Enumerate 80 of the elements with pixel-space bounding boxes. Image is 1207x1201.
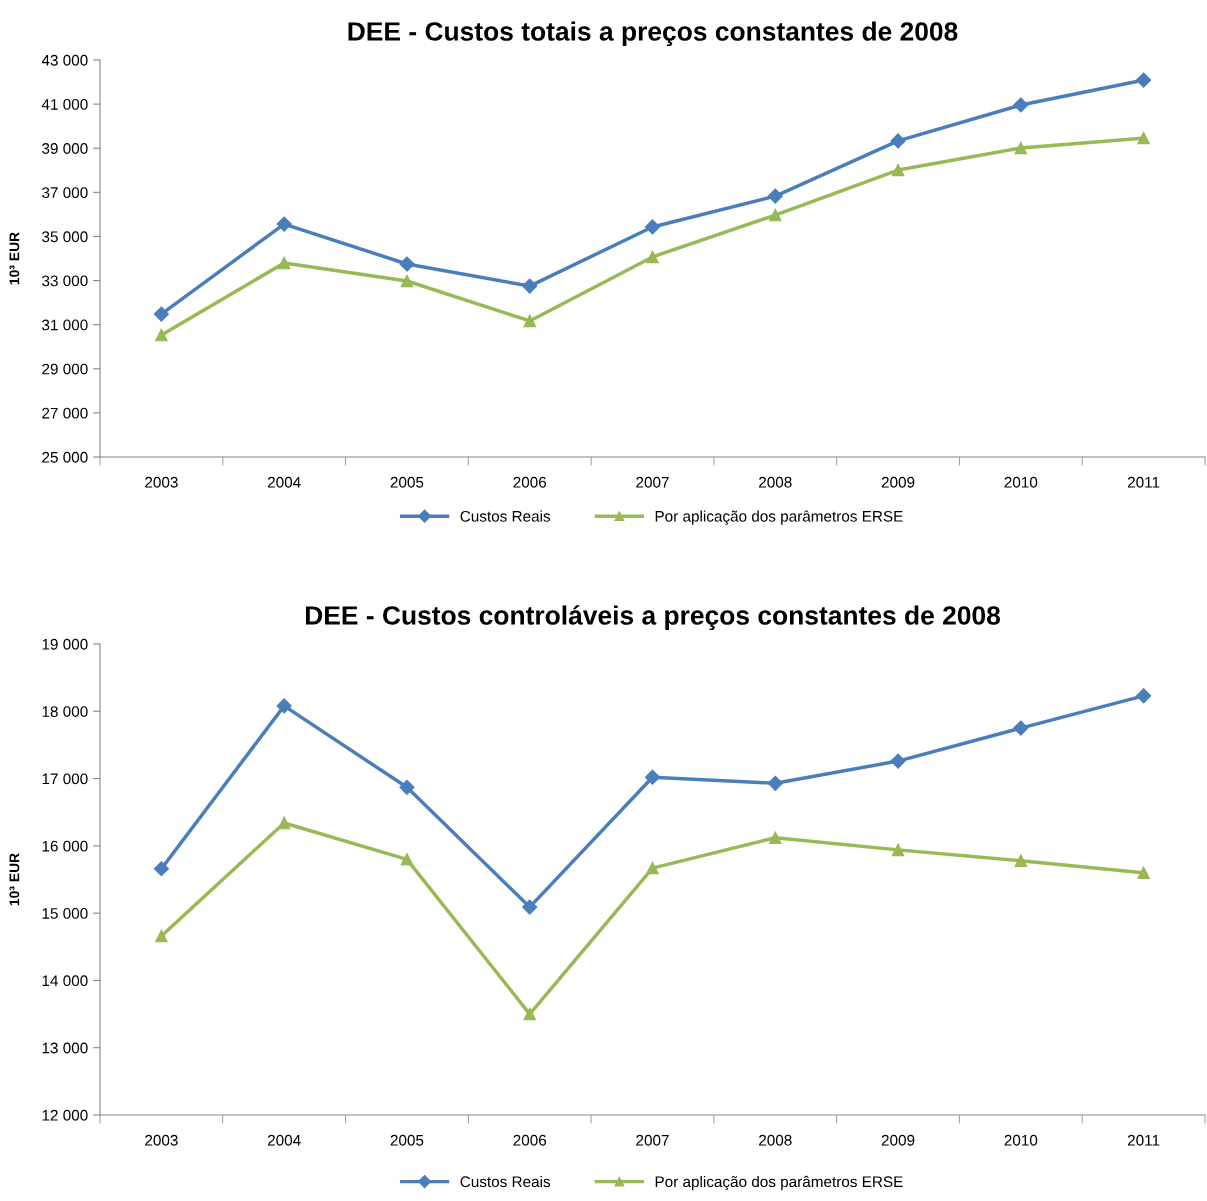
y-tick-label: 41 000 bbox=[41, 98, 88, 110]
y-tick-label: 35 000 bbox=[42, 231, 88, 243]
y-tick-label: 31 000 bbox=[42, 319, 88, 331]
y-tick-label: 29 000 bbox=[42, 363, 88, 375]
x-tick-label: 2004 bbox=[267, 476, 301, 488]
point bbox=[769, 831, 782, 845]
point bbox=[523, 1007, 536, 1021]
x-tick-label: 2007 bbox=[636, 476, 669, 488]
point bbox=[276, 698, 292, 714]
point bbox=[155, 328, 168, 342]
legend-label: Por aplicação dos parâmetros ERSE bbox=[655, 1175, 903, 1191]
legend-label: Por aplicação dos parâmetros ERSE bbox=[655, 510, 903, 525]
point bbox=[399, 256, 415, 272]
point bbox=[522, 278, 538, 294]
x-tick-label: 2005 bbox=[390, 476, 424, 488]
point bbox=[522, 899, 538, 915]
y-tick-label: 13 000 bbox=[42, 1042, 88, 1054]
x-tick-label: 2009 bbox=[881, 1134, 915, 1146]
chart-title: DEE - Custos totais a preços constantes de 2008 bbox=[348, 21, 958, 47]
x-tick-label: 2010 bbox=[1004, 476, 1038, 488]
y-tick-label: 39 000 bbox=[42, 143, 88, 154]
point bbox=[1014, 854, 1028, 867]
x-tick-label: 2003 bbox=[145, 1134, 178, 1146]
point bbox=[891, 163, 905, 177]
y-axis-title: 10³ EUR bbox=[9, 232, 20, 285]
point bbox=[277, 816, 291, 830]
y-tick-label: 16 000 bbox=[42, 840, 88, 852]
point bbox=[276, 216, 292, 232]
x-tick-label: 2011 bbox=[1127, 1134, 1160, 1146]
point bbox=[1137, 131, 1150, 145]
y-tick-label: 12 000 bbox=[42, 1109, 88, 1121]
point bbox=[646, 861, 659, 875]
x-tick-label: 2010 bbox=[1004, 1134, 1038, 1146]
point bbox=[1137, 866, 1150, 880]
point bbox=[767, 775, 783, 791]
point bbox=[767, 188, 783, 204]
x-tick-label: 2006 bbox=[513, 1134, 547, 1146]
y-tick-label: 33 000 bbox=[42, 275, 88, 287]
x-tick-label: 2007 bbox=[636, 1134, 669, 1146]
legend-label: Custos Reais bbox=[460, 510, 551, 522]
point bbox=[155, 929, 168, 943]
y-tick-label: 15 000 bbox=[42, 908, 88, 919]
legend-label: Custos Reais bbox=[460, 1175, 551, 1188]
point bbox=[277, 256, 291, 270]
point bbox=[153, 306, 169, 322]
x-tick-label: 2006 bbox=[513, 476, 547, 488]
point bbox=[1013, 97, 1029, 113]
point bbox=[1014, 141, 1028, 155]
y-tick-label: 14 000 bbox=[42, 975, 88, 987]
point bbox=[399, 779, 415, 795]
x-tick-label: 2008 bbox=[759, 476, 792, 488]
y-axis-title: 10³ EUR bbox=[9, 853, 20, 906]
y-tick-label: 19 000 bbox=[42, 638, 88, 650]
chart-title: DEE - Custos controláveis a preços constantes de 2008 bbox=[305, 605, 1001, 631]
point bbox=[644, 769, 661, 785]
y-tick-label: 43 000 bbox=[41, 54, 88, 66]
y-tick-label: 25 000 bbox=[42, 451, 88, 463]
point bbox=[890, 753, 906, 769]
point bbox=[153, 861, 169, 877]
x-tick-label: 2004 bbox=[267, 1134, 301, 1146]
point bbox=[644, 219, 661, 235]
point bbox=[646, 250, 659, 264]
point bbox=[891, 843, 905, 857]
y-tick-label: 18 000 bbox=[42, 706, 88, 717]
x-tick-label: 2008 bbox=[759, 1134, 792, 1146]
y-tick-label: 17 000 bbox=[42, 773, 88, 785]
point bbox=[769, 208, 782, 222]
y-tick-label: 27 000 bbox=[42, 407, 88, 419]
point bbox=[523, 314, 536, 328]
point bbox=[1136, 688, 1152, 704]
point bbox=[400, 853, 414, 866]
point bbox=[1136, 72, 1152, 88]
y-tick-label: 37 000 bbox=[42, 187, 88, 199]
x-tick-label: 2005 bbox=[390, 1134, 424, 1146]
point bbox=[1013, 720, 1029, 736]
x-tick-label: 2011 bbox=[1127, 476, 1160, 488]
x-tick-label: 2003 bbox=[145, 476, 178, 488]
point bbox=[400, 274, 414, 288]
x-tick-label: 2009 bbox=[881, 476, 915, 488]
point bbox=[890, 133, 906, 149]
